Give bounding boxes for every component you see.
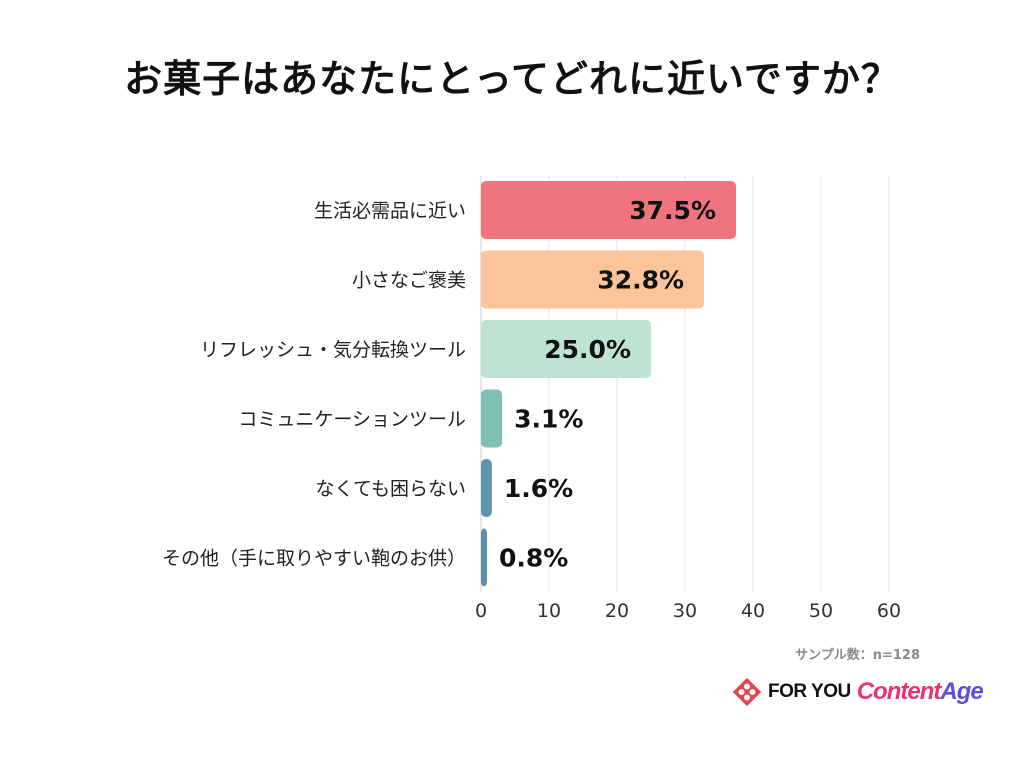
bar: [481, 250, 705, 309]
x-tick-labels: 0 10 20 30 40 50 60: [475, 600, 901, 622]
category-label: リフレッシュ・気分転換ツール: [200, 339, 466, 361]
contentage-logo-age: Age: [940, 678, 983, 705]
value-label: 25.0%: [544, 335, 631, 364]
x-tick-label: 40: [741, 600, 765, 622]
value-label: 32.8%: [597, 266, 684, 295]
value-label: 1.6%: [504, 474, 573, 503]
chart-title: お菓子はあなたにとってどれに近いですか？: [124, 57, 900, 101]
sample-size-note: サンプル数：n=128: [795, 648, 920, 663]
category-label: 生活必需品に近い: [314, 200, 466, 222]
x-tick-label: 30: [673, 600, 697, 622]
value-label: 3.1%: [514, 405, 583, 434]
bar: [481, 320, 651, 378]
value-labels: 37.5% 32.8% 25.0% 3.1% 1.6% 0.8%: [499, 196, 716, 573]
bars: [481, 181, 736, 587]
brand-logos: FOR YOU Content Age: [732, 672, 984, 712]
x-tick-label: 0: [475, 600, 487, 622]
category-label: その他（手に取りやすい鞄のお供）: [162, 548, 466, 570]
bar-chart: 生活必需品に近い小さなご褒美リフレッシュ・気分転換ツールコミュニケーションツール…: [162, 176, 901, 622]
x-tick-label: 10: [537, 600, 561, 622]
category-label: 小さなご褒美: [352, 270, 466, 292]
x-tick-label: 50: [809, 600, 833, 622]
value-label: 0.8%: [499, 544, 568, 573]
bar: [481, 459, 492, 517]
category-labels: 生活必需品に近い小さなご褒美リフレッシュ・気分転換ツールコミュニケーションツール…: [162, 200, 466, 570]
category-label: なくても困らない: [316, 478, 466, 500]
bar: [481, 181, 736, 239]
category-label: コミュニケーションツール: [238, 409, 466, 431]
foryou-logo-text: FOR YOU: [768, 681, 851, 702]
gridlines: [480, 176, 890, 592]
bar: [481, 528, 487, 587]
x-tick-label: 60: [877, 600, 901, 622]
bar: [481, 389, 503, 448]
x-tick-label: 20: [605, 600, 629, 622]
value-label: 37.5%: [629, 196, 716, 225]
foryou-logo-icon: [732, 677, 762, 707]
contentage-logo-content: Content: [856, 678, 942, 705]
